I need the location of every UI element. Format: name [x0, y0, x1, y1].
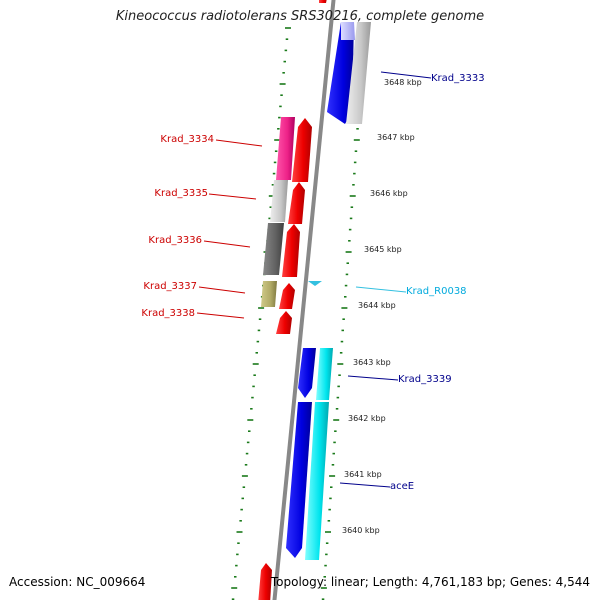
gene-labels: Krad_3333 Krad_3334 Krad_3335 Krad_3336 … [141, 73, 484, 492]
feature-acee-cds[interactable] [286, 402, 312, 558]
genome-summary-text: Topology: linear; Length: 4,761,183 bp; … [270, 575, 590, 589]
kbp-label: 3647 kbp [377, 133, 415, 142]
kbp-label: 3643 kbp [353, 358, 391, 367]
leader-acee [339, 482, 391, 488]
forward-cds-bottom-partial[interactable] [258, 563, 272, 600]
leader-krad-3333 [380, 71, 432, 79]
accession-text: Accession: NC_009664 [9, 575, 146, 589]
gene-label-acee[interactable]: aceE [390, 481, 414, 492]
genome-backbone [272, 0, 336, 600]
kbp-label: 3648 kbp [384, 78, 422, 87]
kbp-label: 3645 kbp [364, 245, 402, 254]
kbp-label: 3641 kbp [344, 470, 382, 479]
feature-krad-3336-cds[interactable] [282, 224, 300, 277]
leader-krad-3334 [215, 139, 263, 147]
gene-label-krad-3339[interactable]: Krad_3339 [398, 374, 452, 385]
feature-krad-3336-gene[interactable] [263, 223, 284, 275]
gene-label-krad-3336[interactable]: Krad_3336 [148, 235, 202, 246]
feature-krad-3337-gene[interactable] [261, 281, 277, 307]
feature-krad-3335-cds[interactable] [288, 182, 305, 224]
feature-krad-3334-gene[interactable] [276, 117, 295, 180]
gene-leader-lines [196, 71, 432, 488]
forward-cds-top-partial[interactable] [319, 0, 327, 3]
feature-krad-r0038-trna[interactable] [308, 281, 322, 286]
feature-krad-3333-pale-cap[interactable] [341, 22, 355, 40]
feature-krad-3339-cyan[interactable] [316, 348, 333, 400]
feature-krad-3333-gray[interactable] [346, 22, 371, 124]
feature-krad-3334-cds[interactable] [292, 118, 312, 182]
gene-label-krad-3338[interactable]: Krad_3338 [141, 308, 195, 319]
feature-krad-3339-cds[interactable] [298, 348, 316, 398]
leader-krad-3336 [203, 240, 251, 248]
feature-krad-3335-gene[interactable] [270, 180, 288, 222]
feature-track [258, 0, 371, 600]
kbp-label: 3644 kbp [358, 301, 396, 310]
gene-label-krad-3333[interactable]: Krad_3333 [431, 73, 485, 84]
leader-krad-3335 [208, 193, 257, 200]
leader-krad-r0038 [355, 286, 407, 293]
feature-krad-3333-cds[interactable] [327, 22, 354, 124]
gene-label-krad-3335[interactable]: Krad_3335 [154, 188, 208, 199]
gene-label-krad-3337[interactable]: Krad_3337 [143, 281, 197, 292]
kbp-label: 3646 kbp [370, 189, 408, 198]
map-title: Kineococcus radiotolerans SRS30216, comp… [115, 9, 485, 24]
feature-krad-3337-cds[interactable] [279, 283, 295, 309]
leader-krad-3339 [347, 375, 399, 381]
kbp-label: 3640 kbp [342, 526, 380, 535]
kbp-ruler-labels: 3648 kbp 3647 kbp 3646 kbp 3645 kbp 3644… [342, 78, 422, 535]
kbp-label: 3642 kbp [348, 414, 386, 423]
feature-acee-cyan[interactable] [305, 402, 329, 560]
gene-label-krad-3334[interactable]: Krad_3334 [160, 134, 214, 145]
feature-krad-3338-cds[interactable] [276, 311, 292, 334]
leader-krad-3337 [198, 286, 246, 294]
leader-krad-3338 [196, 312, 245, 319]
gene-label-krad-r0038[interactable]: Krad_R0038 [406, 286, 467, 297]
